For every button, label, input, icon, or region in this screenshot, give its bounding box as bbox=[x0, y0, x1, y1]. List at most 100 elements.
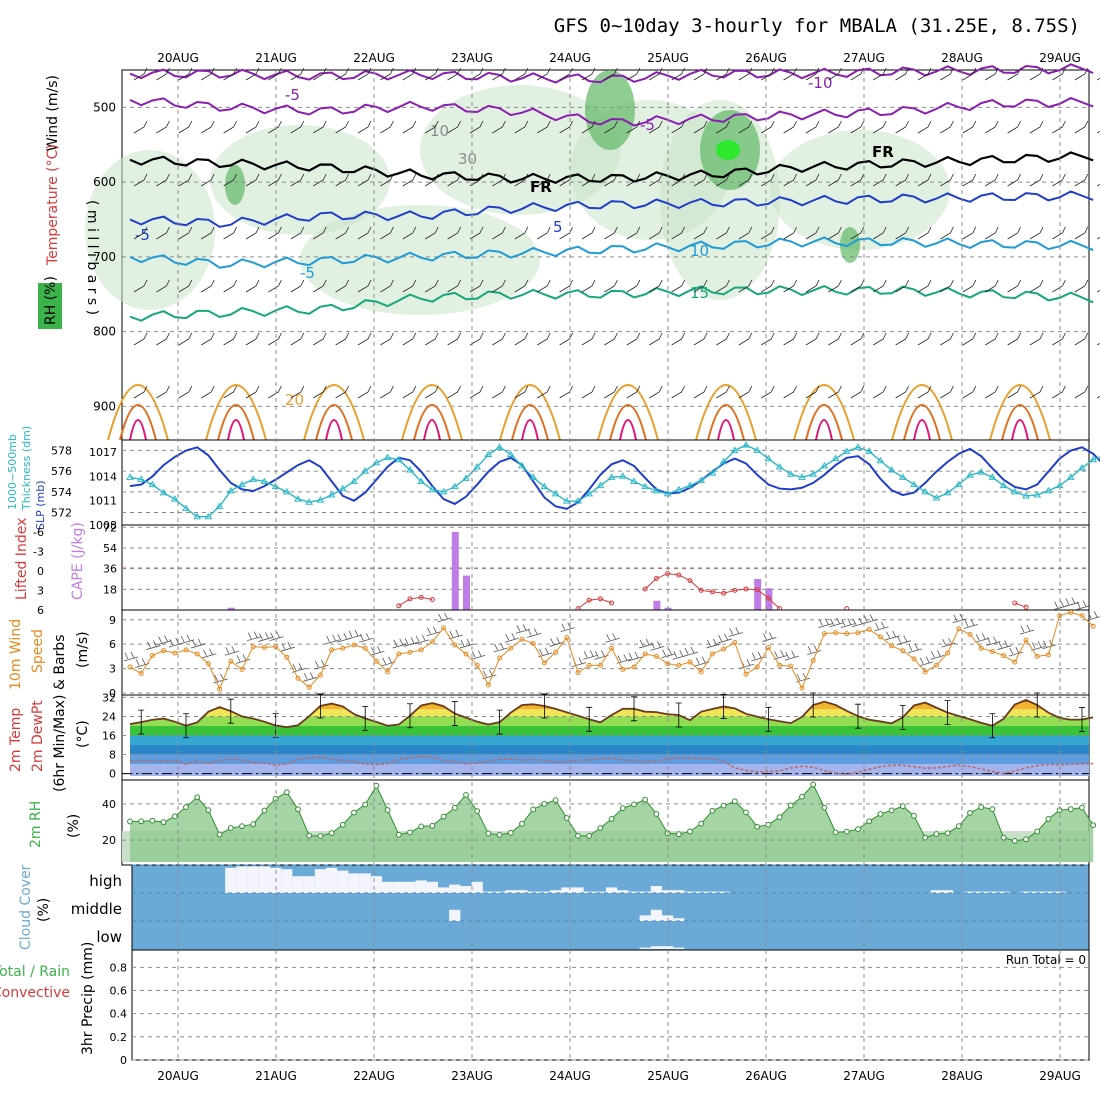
wind-barb bbox=[335, 385, 349, 399]
rh-point bbox=[194, 794, 201, 801]
wind-barb bbox=[872, 332, 887, 346]
cape-tick: 72 bbox=[103, 521, 117, 534]
rh-point bbox=[933, 831, 940, 837]
thickness-point bbox=[562, 497, 571, 504]
wind-barb bbox=[907, 643, 923, 654]
wind-speed-point bbox=[799, 685, 805, 691]
wind-barb bbox=[716, 279, 730, 293]
day-gridlines bbox=[177, 70, 1061, 1060]
wind-barb bbox=[380, 332, 394, 346]
wind-barb bbox=[213, 673, 228, 684]
wind-barb bbox=[648, 120, 663, 134]
wind-barb bbox=[200, 385, 215, 399]
cloud-high-bar bbox=[617, 890, 629, 893]
cloud-high-bar bbox=[1054, 891, 1066, 893]
wind-barb bbox=[223, 279, 237, 293]
wind-speed-point bbox=[329, 647, 335, 653]
thickness-point bbox=[798, 473, 806, 480]
wind-barb bbox=[738, 173, 753, 187]
thickness-point bbox=[1010, 487, 1019, 495]
run-total-label: Run Total = 0 bbox=[1006, 953, 1086, 967]
wind-barb bbox=[1029, 332, 1044, 346]
wind-barb bbox=[805, 385, 820, 399]
rh-point bbox=[608, 816, 615, 822]
wind-barb bbox=[693, 279, 708, 293]
wind-barb bbox=[146, 640, 161, 650]
cloud-high-bar bbox=[303, 876, 315, 893]
rh-point bbox=[407, 829, 413, 836]
wind-speed-point bbox=[407, 649, 413, 655]
isotherm-line bbox=[129, 96, 1094, 127]
thickness-point bbox=[518, 461, 526, 469]
wind-barb bbox=[940, 67, 954, 81]
wind-barb bbox=[357, 67, 372, 81]
wind-barb bbox=[895, 226, 909, 240]
thickness-tick: 572 bbox=[51, 507, 72, 520]
wind-barb bbox=[536, 173, 551, 187]
wind-barb bbox=[896, 635, 911, 646]
thickness-point bbox=[282, 487, 291, 495]
wind-speed-point bbox=[821, 631, 827, 637]
temp-band bbox=[130, 725, 1089, 736]
wind-barb bbox=[1074, 67, 1089, 81]
thickness-point bbox=[439, 487, 448, 495]
wind-barb bbox=[783, 173, 797, 187]
wind-speed-point bbox=[1045, 652, 1051, 658]
cloud-label: Cloud Cover bbox=[18, 864, 34, 950]
wind-barb bbox=[536, 279, 551, 293]
thickness-point bbox=[182, 504, 190, 511]
cloud-high-bar bbox=[359, 873, 371, 893]
rh-point bbox=[283, 789, 290, 796]
cloud-high-bar bbox=[718, 891, 730, 893]
contour-label: 15 bbox=[690, 284, 709, 302]
rh-shading-max bbox=[716, 140, 740, 160]
wind-barb bbox=[536, 120, 551, 134]
lifted-index-point bbox=[1023, 604, 1029, 610]
wind-barb bbox=[357, 332, 372, 346]
wind-barb bbox=[178, 332, 193, 346]
wind-barb bbox=[335, 332, 349, 346]
wind-barb bbox=[335, 279, 349, 293]
wind-barb bbox=[156, 226, 170, 240]
rh-point bbox=[295, 806, 301, 813]
wind-barb bbox=[312, 173, 327, 187]
isotherm-hot bbox=[423, 419, 441, 441]
wind-barb bbox=[312, 226, 327, 240]
lifted-index-line bbox=[644, 573, 780, 609]
precip-panel: 0 0.2 0.4 0.6 0.8 Total / Rain Convective 3h… bbox=[0, 942, 1090, 1067]
wind-barb bbox=[312, 120, 327, 134]
cloud-middle-bar bbox=[449, 909, 461, 921]
wind-barb bbox=[202, 648, 217, 659]
isotherm-warmer bbox=[903, 404, 941, 441]
wind-speed-point bbox=[418, 647, 424, 653]
wind-speed-point bbox=[575, 670, 581, 676]
wind-barb bbox=[469, 332, 484, 346]
rh-point bbox=[1045, 816, 1052, 822]
wind-barb bbox=[312, 332, 327, 346]
wind-barb bbox=[492, 67, 506, 81]
wind-speed-point bbox=[900, 648, 906, 654]
temp-label-c: (6hr Min/Max) bbox=[52, 695, 68, 792]
upper-air-mb-label: ( m i l l i b a r s ) bbox=[84, 200, 100, 315]
rh-point bbox=[138, 818, 145, 825]
cape-tick: 18 bbox=[103, 583, 117, 596]
thickness-point bbox=[383, 453, 392, 461]
thickness-point bbox=[249, 475, 258, 482]
rh2-label: 2m RH bbox=[28, 801, 44, 848]
rh-point bbox=[127, 818, 133, 825]
rh-point bbox=[776, 814, 783, 820]
lifted-index-point bbox=[721, 590, 727, 596]
thickness-point bbox=[887, 466, 896, 473]
wind-speed-point bbox=[463, 651, 469, 657]
wind-barb bbox=[200, 67, 215, 81]
wind-barb bbox=[178, 226, 193, 240]
wind-barb bbox=[962, 279, 977, 293]
cloud-middle-bar bbox=[650, 909, 662, 921]
contour-label: 20 bbox=[285, 391, 304, 409]
wind-barb bbox=[962, 67, 977, 81]
rh-shading-high bbox=[225, 165, 245, 205]
wind-barb bbox=[984, 226, 999, 240]
cape-bar bbox=[451, 531, 459, 610]
rh-point bbox=[843, 828, 850, 835]
